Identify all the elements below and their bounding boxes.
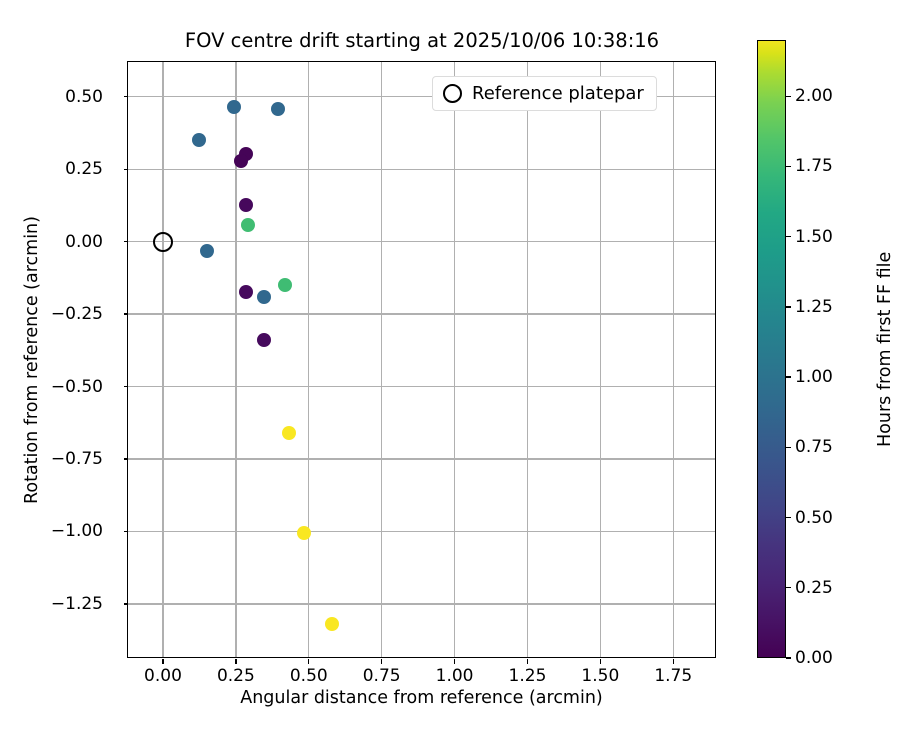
x-tick-label: 0.75	[362, 666, 401, 686]
y-tick-label: 0.50	[65, 86, 103, 107]
y-tick	[123, 603, 128, 605]
gridline-horizontal	[128, 313, 715, 315]
gridline-horizontal	[128, 530, 715, 533]
gridline-vertical	[235, 62, 237, 657]
x-tick	[599, 659, 601, 664]
x-tick-label: 1.50	[581, 666, 620, 686]
y-tick-label: −0.75	[50, 449, 103, 470]
colorbar-tick-label: 1.25	[795, 296, 833, 317]
gridline-horizontal	[128, 385, 715, 388]
colorbar: 0.00 0.25 0.50 0.75 1.00 1.25 1.50 1.75 2.00 Hou…	[757, 40, 897, 668]
x-tick-label: 1.25	[508, 666, 547, 686]
y-tick	[123, 313, 128, 315]
colorbar-tick-label: 1.00	[795, 367, 833, 388]
x-tick-label: 1.75	[654, 666, 693, 686]
plot-axes: 0.00 0.25 0.50 0.75 1.00 1.25 1.50 1.75 0.50 0.25…	[51, 61, 716, 686]
scatter-point	[282, 425, 297, 440]
x-tick-label: 0.00	[144, 666, 182, 686]
scatter-point	[257, 290, 272, 305]
reference-platepar-point	[152, 231, 173, 252]
y-tick-label: 0.00	[65, 231, 103, 252]
legend-box[interactable]: Reference platepar	[432, 76, 657, 111]
scatter-point	[234, 154, 249, 169]
gridline-vertical	[672, 62, 674, 657]
y-tick	[123, 385, 128, 388]
colorbar-tick	[786, 95, 791, 97]
y-tick	[123, 458, 128, 460]
gridline-horizontal	[128, 603, 715, 605]
scatter-point	[278, 277, 293, 292]
x-axis-label: Angular distance from reference (arcmin)	[240, 688, 603, 708]
scatter-point	[192, 133, 207, 148]
gridline-vertical	[308, 62, 310, 657]
x-tick	[235, 659, 237, 664]
scatter-point	[227, 99, 242, 114]
gridline-horizontal	[128, 458, 715, 460]
colorbar-tick-label: 0.25	[795, 577, 833, 598]
legend-label-reference-platepar: Reference platepar	[472, 83, 644, 104]
scatter-point	[271, 101, 286, 116]
colorbar-tick-label: 0.75	[795, 437, 833, 458]
colorbar-tick	[786, 376, 791, 378]
y-axis-label: Rotation from reference (arcmin)	[22, 215, 42, 504]
y-tick	[123, 168, 128, 170]
y-tick-label: −1.25	[50, 593, 103, 614]
colorbar-label: Hours from first FF file	[875, 251, 895, 447]
colorbar-tick	[786, 657, 791, 659]
x-tick	[381, 659, 383, 664]
x-tick	[526, 659, 529, 664]
y-tick-label: −0.25	[50, 304, 103, 325]
chart-title: FOV centre drift starting at 2025/10/06 …	[184, 29, 660, 52]
colorbar-tick-label: 0.00	[795, 648, 833, 668]
colorbar-tick	[786, 446, 791, 448]
scatter-point	[239, 197, 254, 212]
y-tick	[123, 530, 128, 533]
colorbar-tick-label: 1.75	[795, 156, 833, 177]
x-tick	[672, 659, 674, 664]
scatter-point	[256, 333, 271, 348]
scatter-point	[297, 525, 312, 540]
scatter-point	[240, 217, 255, 232]
gridline-horizontal	[128, 168, 715, 170]
gridline-vertical	[526, 62, 529, 657]
x-tick	[162, 659, 164, 664]
scatter-point	[324, 616, 339, 631]
colorbar-tick-label: 0.50	[795, 507, 833, 528]
gridline-vertical	[453, 62, 456, 657]
y-tick	[123, 96, 128, 98]
gridline-vertical	[381, 62, 383, 657]
scatter-point	[200, 243, 215, 258]
gridline-horizontal	[128, 96, 715, 98]
reference-platepar-marker-icon	[443, 84, 462, 103]
scatter-point	[238, 284, 253, 299]
colorbar-tick	[786, 587, 791, 589]
y-tick	[123, 241, 128, 243]
y-tick-label: −0.50	[50, 376, 103, 397]
gridline-vertical	[599, 62, 601, 657]
gridline-horizontal	[128, 241, 715, 243]
x-tick-label: 0.25	[216, 666, 255, 686]
colorbar-tick	[786, 165, 791, 168]
colorbar-tick	[786, 235, 791, 238]
colorbar-tick-label: 2.00	[795, 86, 833, 107]
x-tick	[308, 659, 310, 664]
x-tick-label: 0.50	[289, 666, 328, 686]
colorbar-gradient	[757, 40, 786, 658]
y-tick-label: −1.00	[50, 521, 103, 542]
colorbar-tick	[786, 306, 791, 308]
x-tick	[453, 659, 456, 664]
y-tick-label: 0.25	[65, 159, 103, 180]
colorbar-tick-label: 1.50	[795, 226, 833, 247]
x-tick-label: 1.00	[435, 666, 474, 686]
gridline-vertical	[162, 62, 164, 657]
colorbar-tick	[786, 516, 791, 519]
